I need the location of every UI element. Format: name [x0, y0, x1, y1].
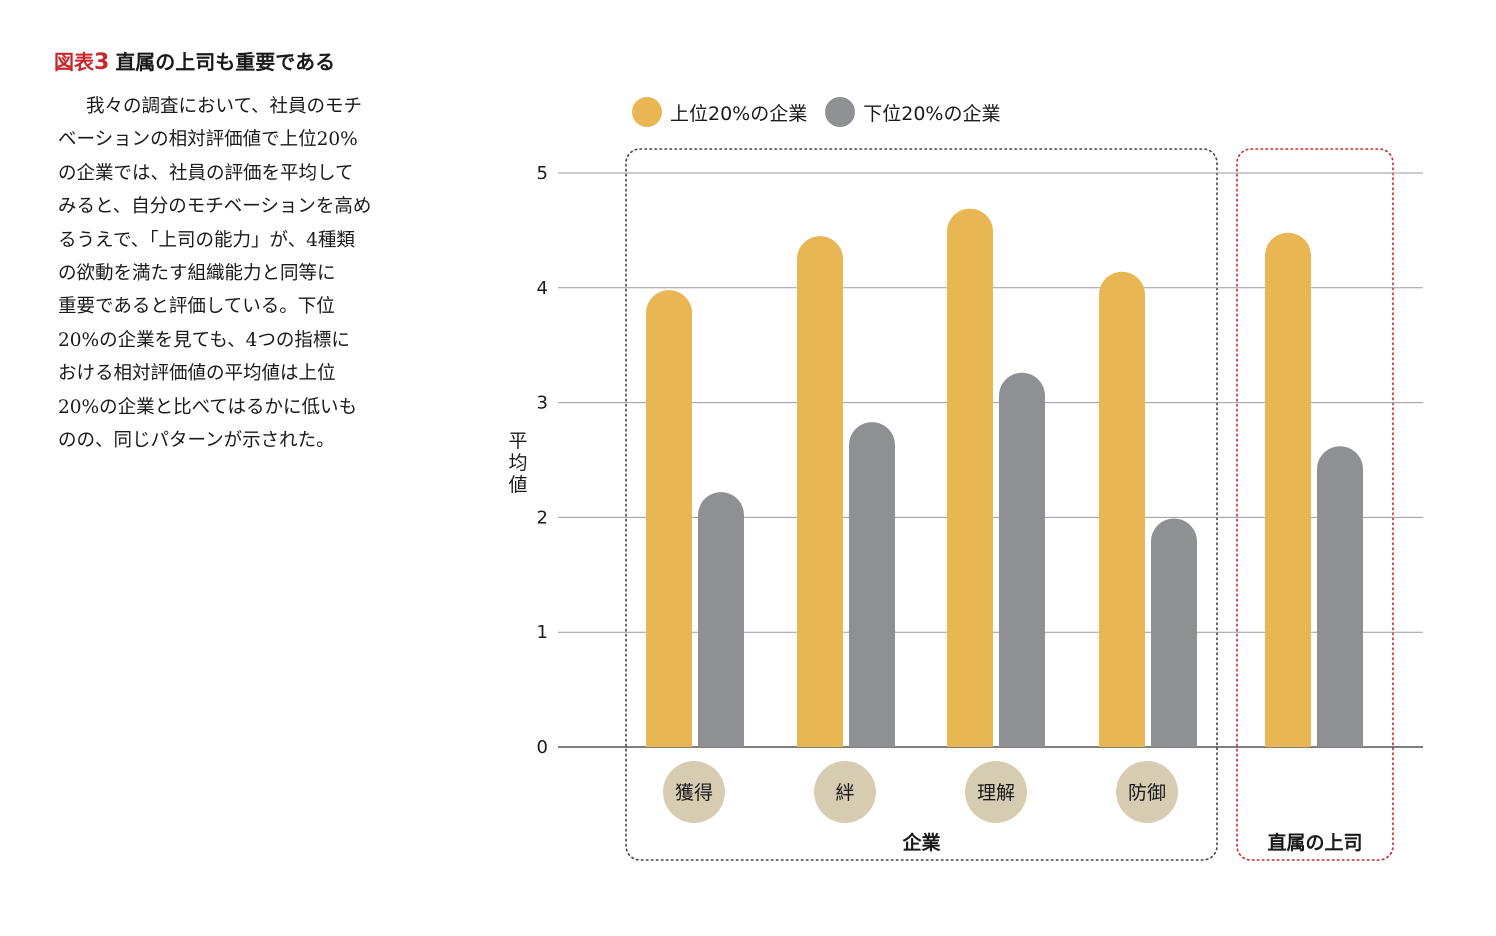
- y-axis-label-char: 平: [508, 430, 527, 452]
- figure-title: 図表3 直属の上司も重要である: [54, 46, 335, 75]
- legend-item-bottom20: 下位20%の企業: [825, 97, 1000, 127]
- body-line: の欲動を満たす組織能力と同等に: [58, 263, 336, 285]
- category-label-獲得: 獲得: [675, 782, 713, 804]
- y-tick-label: 1: [537, 622, 548, 643]
- body-line: のの、同じパターンが示された。: [58, 430, 335, 452]
- body-paragraph: 我々の調査において、社員のモチ ベーションの相対評価値で上位20% の企業では、…: [58, 90, 418, 457]
- y-axis-label-char: 値: [508, 474, 527, 496]
- bar-bottom20-理解: [999, 372, 1045, 747]
- bar-top20-理解: [947, 208, 993, 747]
- legend-item-top20: 上位20%の企業: [632, 97, 807, 127]
- group-frame-1: [1236, 148, 1394, 861]
- body-line: 重要であると評価している。下位: [58, 296, 335, 318]
- figure-label-number: 3: [94, 50, 110, 75]
- y-tick-label: 2: [537, 507, 548, 528]
- legend-label-bottom20: 下位20%の企業: [863, 102, 1001, 125]
- y-tick-label: 3: [537, 393, 548, 414]
- bar-top20-防御: [1099, 271, 1145, 747]
- legend-swatch-top20: [632, 97, 662, 127]
- group-label-1: 直属の上司: [1267, 831, 1362, 854]
- bar-top20-絆: [797, 236, 843, 747]
- bar-bottom20-獲得: [698, 492, 744, 747]
- y-axis-label-char: 均: [508, 452, 527, 474]
- category-label-防御: 防御: [1128, 782, 1166, 804]
- bar-top20-獲得: [646, 290, 692, 747]
- body-line: るうえで、「上司の能力」が、4種類: [58, 229, 355, 251]
- body-line: の企業では、社員の評価を平均して: [58, 162, 354, 184]
- legend-label-top20: 上位20%の企業: [670, 102, 808, 125]
- category-label-理解: 理解: [977, 782, 1015, 804]
- chart-legend: 上位20%の企業 下位20%の企業: [632, 97, 1018, 127]
- y-tick-label: 0: [537, 737, 548, 758]
- body-line: ベーションの相対評価値で上位20%: [58, 129, 358, 151]
- group-frame-0: [625, 148, 1218, 861]
- bar-bottom20-絆: [849, 422, 895, 747]
- y-tick-label: 5: [537, 163, 548, 184]
- figure-label-prefix: 図表: [54, 50, 94, 74]
- legend-swatch-bottom20: [825, 97, 856, 127]
- category-label-絆: 絆: [835, 782, 854, 804]
- bar-bottom20-防御: [1151, 518, 1197, 747]
- group-label-0: 企業: [901, 831, 941, 854]
- bar-top20-直属の上司: [1265, 232, 1311, 747]
- category-badge-理解: [965, 761, 1027, 823]
- figure-label: 図表3: [54, 50, 110, 75]
- body-line: みると、自分のモチベーションを高め: [58, 196, 372, 218]
- body-line: 我々の調査において、社員のモチ: [86, 96, 363, 117]
- category-badge-絆: [814, 761, 876, 823]
- body-line: 20%の企業を見ても、4つの指標に: [58, 329, 350, 351]
- category-badge-防御: [1116, 761, 1178, 823]
- body-line: 20%の企業と比べてはるかに低いも: [58, 396, 358, 418]
- bar-bottom20-直属の上司: [1317, 446, 1363, 747]
- body-line: おける相対評価値の平均値は上位: [58, 363, 336, 385]
- category-badge-獲得: [663, 761, 725, 823]
- y-tick-label: 4: [537, 278, 548, 299]
- figure-title-text: 直属の上司も重要である: [115, 50, 336, 74]
